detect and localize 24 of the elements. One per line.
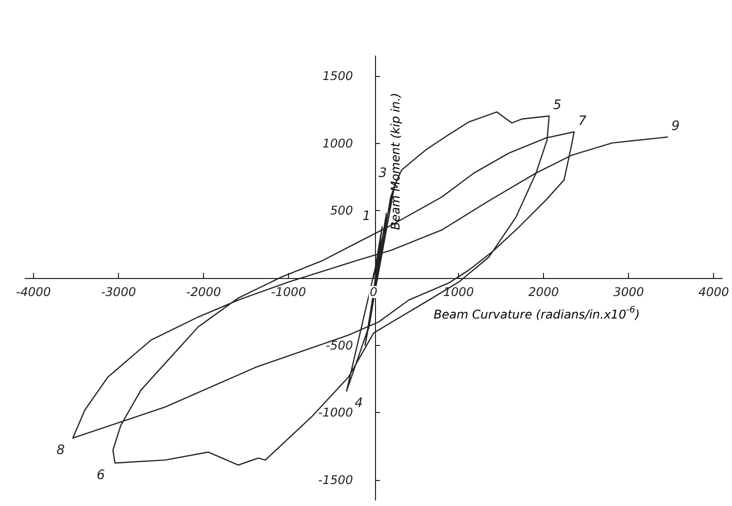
y-tick-label: -1500 <box>318 472 354 487</box>
x-tick-label: -3000 <box>101 285 136 299</box>
annotation: 7 <box>578 114 588 129</box>
annotation: 4 <box>354 396 363 412</box>
y-tick-label: 500 <box>330 204 354 218</box>
annotation: 9 <box>671 118 680 134</box>
y-axis-title: Beam Moment (kip in.) <box>388 92 403 230</box>
x-tick-label: 3000 <box>613 285 644 299</box>
y-tick-label: 1500 <box>322 69 354 84</box>
y-tick-label: 1000 <box>322 136 354 150</box>
annotation: 5 <box>553 98 562 114</box>
x-tick-label: -4000 <box>16 285 52 299</box>
x-tick-label: 4000 <box>698 285 730 299</box>
y-tick-label: -500 <box>326 338 354 352</box>
y-tick-label: -1000 <box>318 406 354 420</box>
x-tick-label: 2000 <box>528 285 560 299</box>
x-tick-label: 0 <box>370 285 378 299</box>
x-tick-label: -1000 <box>271 285 306 299</box>
x-tick-label: 1000 <box>443 285 474 299</box>
annotation: 1 <box>362 208 371 224</box>
x-tick-label: -2000 <box>186 285 222 299</box>
annotation: 6 <box>96 468 105 483</box>
annotation: 3 <box>378 166 387 181</box>
annotation: 8 <box>56 443 65 458</box>
